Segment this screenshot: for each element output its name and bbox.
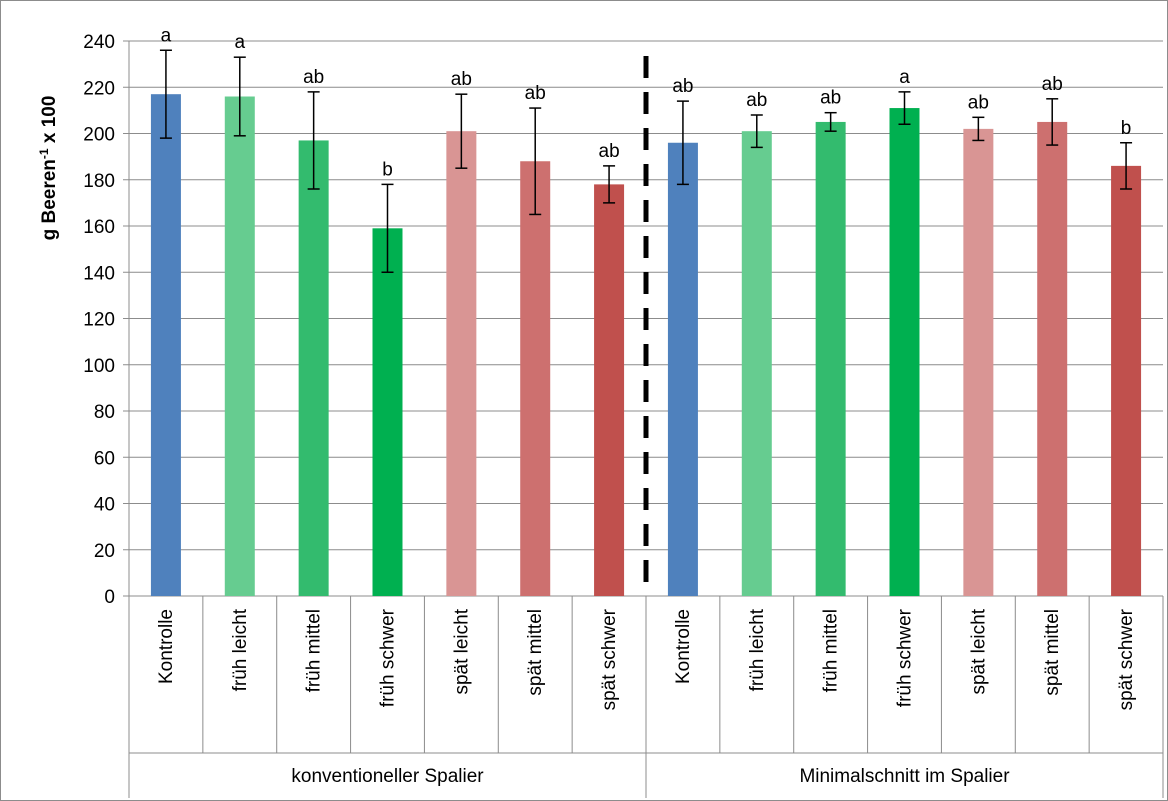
significance-label: b <box>382 159 393 180</box>
y-tick-label: 80 <box>94 402 115 423</box>
category-label: früh schwer <box>378 608 399 707</box>
group-label: konventioneller Spalier <box>291 766 484 787</box>
significance-label: ab <box>525 83 546 104</box>
y-tick-label: 40 <box>94 495 115 516</box>
y-tick-label: 0 <box>104 587 115 608</box>
y-tick-label: 120 <box>83 310 115 331</box>
bar <box>298 140 329 596</box>
significance-label: a <box>161 25 172 46</box>
y-axis-label-sup: -1 <box>37 148 51 159</box>
category-label: früh mittel <box>304 609 325 692</box>
bar <box>372 228 403 596</box>
significance-label: ab <box>746 90 767 111</box>
bar <box>889 108 920 596</box>
bar <box>1111 165 1142 596</box>
category-label: Kontrolle <box>673 609 694 684</box>
bar <box>1037 121 1068 596</box>
y-tick-label: 180 <box>83 171 115 192</box>
y-tick-label: 60 <box>94 448 115 469</box>
y-axis-label-rest: x 100 <box>39 96 60 149</box>
bar <box>520 161 551 596</box>
category-label: früh mittel <box>821 609 842 692</box>
bar <box>741 131 772 596</box>
significance-label: ab <box>599 141 620 162</box>
y-tick-label: 20 <box>94 541 115 562</box>
significance-label: ab <box>672 76 693 97</box>
category-label: früh schwer <box>895 608 916 707</box>
category-label: früh leicht <box>747 608 768 691</box>
significance-label: ab <box>968 92 989 113</box>
bar <box>446 131 477 596</box>
significance-label: a <box>899 67 910 88</box>
bar <box>667 142 698 596</box>
significance-label: ab <box>820 88 841 109</box>
bar <box>815 121 846 596</box>
significance-label: b <box>1121 118 1132 139</box>
group-label: Minimalschnitt im Spalier <box>799 766 1010 787</box>
y-tick-label: 200 <box>83 125 115 146</box>
y-tick-label: 140 <box>83 263 115 284</box>
category-label: früh leicht <box>230 608 251 691</box>
category-label: spät schwer <box>1116 608 1137 710</box>
category-label: spät leicht <box>451 608 472 694</box>
category-label: Kontrolle <box>156 609 177 684</box>
significance-label: ab <box>1042 74 1063 95</box>
category-label: spät leicht <box>968 608 989 694</box>
bar <box>150 94 181 596</box>
category-label: spät mittel <box>525 609 546 696</box>
y-axis-label-main: g Beeren <box>39 159 60 240</box>
bar <box>224 96 255 596</box>
significance-label: a <box>234 32 245 53</box>
y-axis-label: g Beeren-1 x 100 <box>37 96 60 241</box>
bar <box>594 184 625 596</box>
y-tick-label: 100 <box>83 356 115 377</box>
significance-label: ab <box>451 69 472 90</box>
y-tick-label: 160 <box>83 217 115 238</box>
bar <box>963 128 994 596</box>
significance-label: ab <box>303 67 324 88</box>
category-label: spät mittel <box>1042 609 1063 696</box>
y-tick-label: 220 <box>83 78 115 99</box>
y-tick-label: 240 <box>83 32 115 53</box>
category-label: spät schwer <box>599 608 620 710</box>
